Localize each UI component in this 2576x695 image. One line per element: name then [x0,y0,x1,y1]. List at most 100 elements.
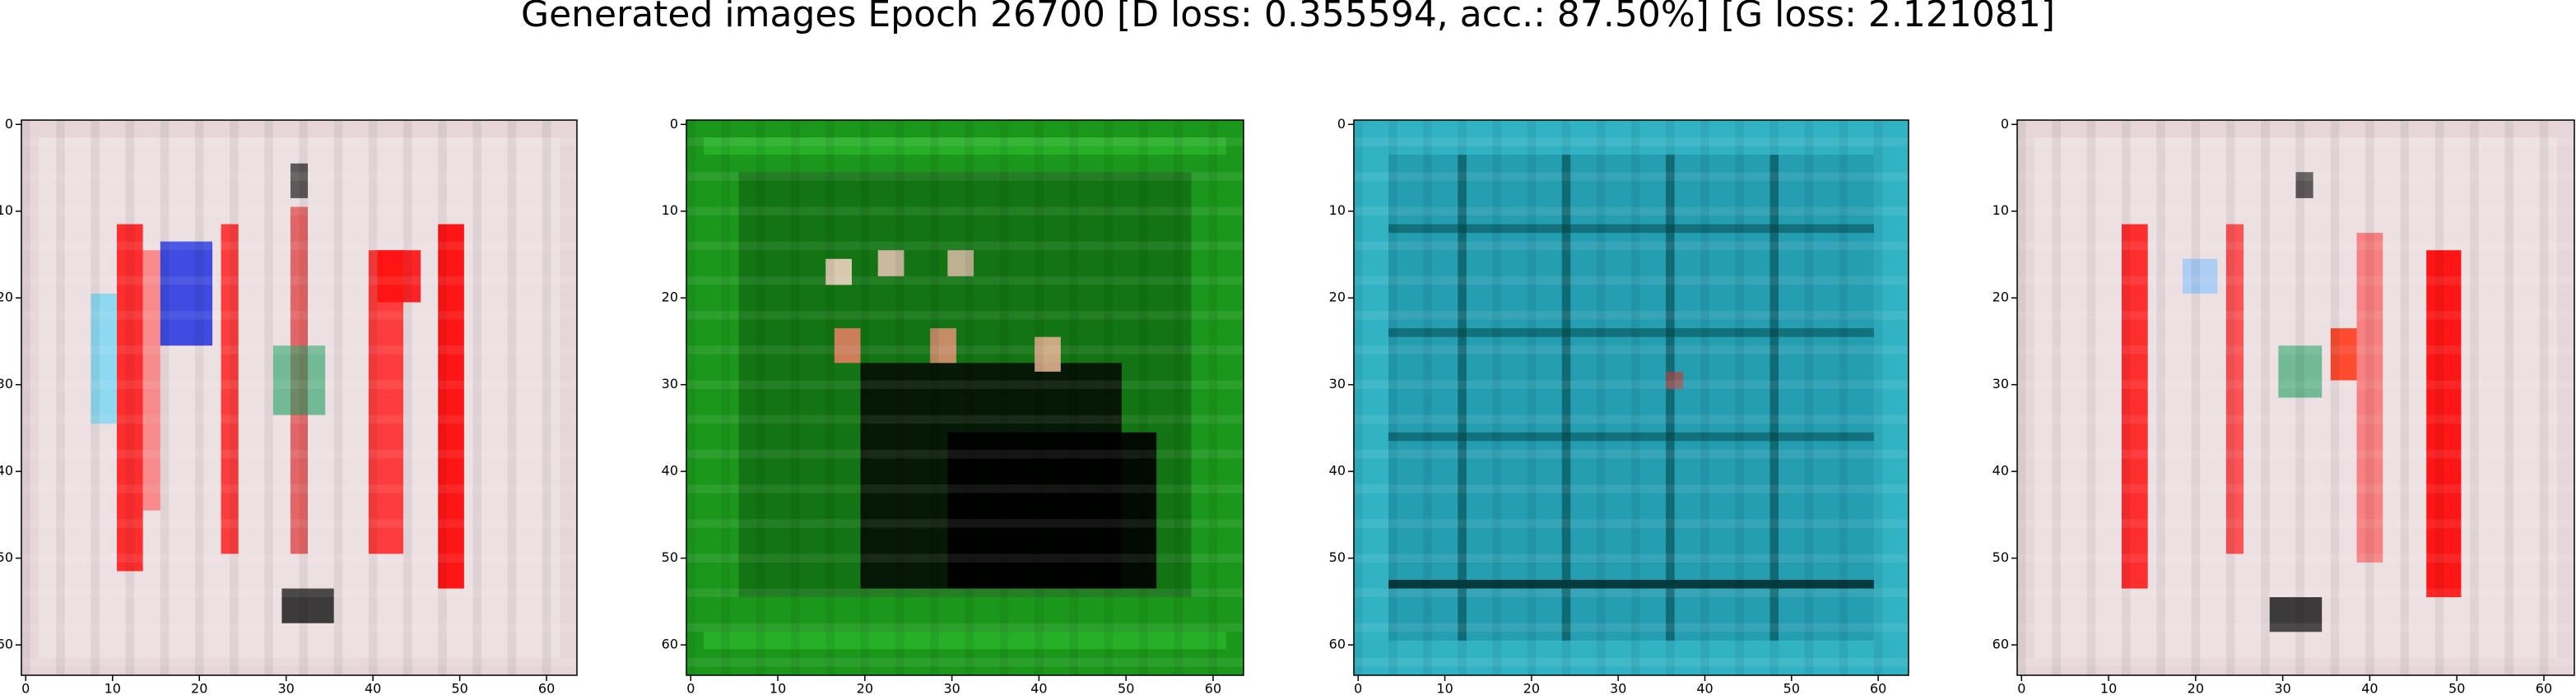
image-texture [2017,554,2574,563]
image-texture [1666,120,1675,675]
y-tick-label: 20 [1329,290,1346,305]
image-region [290,163,309,198]
image-texture [1804,120,1814,675]
image-texture [686,449,1244,459]
x-tick-label: 40 [1030,681,1047,695]
x-tick-label: 10 [105,681,121,695]
image-texture [21,276,577,285]
image-texture [686,415,1244,424]
y-tick-label: 20 [662,290,678,305]
image-texture [2086,120,2096,675]
image-texture [2017,380,2574,389]
image-texture [21,137,577,146]
image-region [281,588,334,623]
image-texture [1354,137,1909,146]
image-texture [2504,120,2513,675]
image-texture [1354,120,1363,675]
image-region [947,250,974,276]
image-texture [403,120,412,675]
image-texture [686,311,1244,320]
image-texture [686,120,695,675]
y-tick-label: 20 [1992,290,2009,305]
image-texture [686,623,1244,632]
image-region [160,241,213,346]
image-texture [895,120,904,675]
image-region [2269,597,2323,632]
image-region [704,137,1226,155]
y-tick-label: 50 [1992,549,2009,565]
image-region [834,328,861,364]
image-texture [1354,276,1909,285]
image-texture [21,484,577,493]
image-region [2426,250,2462,598]
image-texture [825,120,835,675]
y-tick-label: 40 [662,463,678,479]
image-region [947,432,1157,589]
x-tick-label: 40 [365,681,381,695]
image-texture [686,276,1244,285]
image-texture [2225,120,2235,675]
image-texture [230,120,239,675]
image-texture [686,206,1244,216]
image-texture [21,172,577,181]
x-tick-label: 0 [1354,681,1362,695]
image-texture [2017,657,2574,667]
image-texture [2017,484,2574,493]
y-tick-label: 20 [0,290,13,305]
image-texture [686,380,1244,389]
image-texture [1354,206,1909,216]
image-region [1388,579,1874,589]
y-tick-label: 10 [0,202,13,218]
x-tick-label: 50 [451,681,467,695]
image-texture [930,120,939,675]
y-tick-label: 50 [0,549,13,565]
image-texture [21,241,577,251]
x-tick-label: 50 [1783,681,1800,695]
image-region [1388,155,1874,641]
image-texture [1423,120,1432,675]
x-tick-label: 30 [278,681,295,695]
y-tick-label: 60 [1329,637,1346,652]
image-texture [686,657,1244,667]
x-tick-label: 50 [2448,681,2465,695]
y-tick-label: 50 [662,549,678,565]
image-texture [1354,623,1909,632]
image-texture [686,345,1244,354]
axes-frame [1353,119,1909,676]
x-tick-label: 40 [2361,681,2378,695]
image-texture [1700,120,1709,675]
image-texture [2017,241,2574,251]
y-tick-label: 60 [0,637,13,652]
y-tick-label: 0 [2001,116,2009,132]
image-texture [2052,120,2061,675]
image-texture [2017,449,2574,459]
image-texture [1354,415,1909,424]
image-texture [507,120,517,675]
image-region [825,258,852,285]
image-region [704,632,1226,650]
axes-frame [2016,119,2575,676]
image-texture [2400,120,2410,675]
image-texture [542,120,551,675]
image-texture [21,415,577,424]
image-texture [2470,120,2479,675]
x-tick-label: 50 [1118,681,1134,695]
y-tick-label: 10 [1992,202,2009,218]
image-texture [299,120,309,675]
y-tick-label: 0 [1337,116,1346,132]
image-region [2182,258,2218,294]
image-region [221,224,239,554]
x-tick-label: 20 [1523,681,1540,695]
image-texture [1354,241,1909,251]
image-texture [21,519,577,528]
image-texture [1631,120,1640,675]
image-texture [21,345,577,354]
image-texture [2017,345,2574,354]
figure-title: Generated images Epoch 26700 [D loss: 0.… [521,0,2055,35]
x-tick-label: 30 [2274,681,2290,695]
image-texture [1354,172,1909,181]
x-tick-label: 20 [191,681,207,695]
image-texture [790,120,800,675]
image-texture [860,120,870,675]
image-region [930,328,956,364]
